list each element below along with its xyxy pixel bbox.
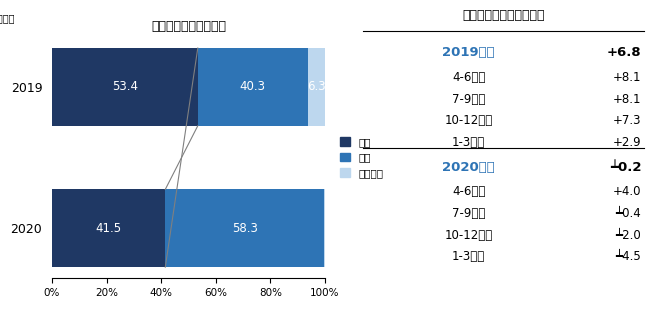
- Text: ┷0.2: ┷0.2: [610, 161, 641, 174]
- Text: ┷0.4: ┷0.4: [616, 207, 641, 220]
- Text: +8.1: +8.1: [613, 71, 641, 84]
- Text: 1-3月期: 1-3月期: [452, 136, 486, 149]
- Text: 10-12月期: 10-12月期: [445, 114, 493, 127]
- Bar: [308, 48, 325, 126]
- Text: 7-9月期: 7-9月期: [452, 93, 486, 106]
- Text: 41.5: 41.5: [96, 222, 122, 235]
- Text: 全産業売上高伸び率平均: 全産業売上高伸び率平均: [463, 9, 545, 22]
- Text: 53.4: 53.4: [112, 80, 138, 93]
- Text: +2.9: +2.9: [612, 136, 641, 149]
- Text: （年度）: （年度）: [0, 13, 16, 23]
- Bar: [52, 189, 165, 267]
- Bar: [52, 48, 198, 126]
- Text: 58.3: 58.3: [232, 222, 258, 235]
- Text: ┷2.0: ┷2.0: [616, 229, 641, 242]
- Text: +4.0: +4.0: [613, 185, 641, 198]
- Text: 4-6月期: 4-6月期: [452, 185, 486, 198]
- Bar: [165, 189, 324, 267]
- Text: 2020年度: 2020年度: [442, 161, 495, 174]
- Text: +6.8: +6.8: [606, 46, 641, 59]
- Text: +8.1: +8.1: [613, 93, 641, 106]
- Legend: 増収, 減収, 前期並み: 増収, 減収, 前期並み: [335, 133, 388, 182]
- Text: 7-9月期: 7-9月期: [452, 207, 486, 220]
- Text: 1-3月期: 1-3月期: [452, 250, 486, 263]
- Text: 4-6月期: 4-6月期: [452, 71, 486, 84]
- Bar: [198, 48, 308, 126]
- Text: 10-12月期: 10-12月期: [445, 229, 493, 242]
- Text: +7.3: +7.3: [613, 114, 641, 127]
- Text: 2019年度: 2019年度: [443, 46, 495, 59]
- Title: 売上高動向　企業割合: 売上高動向 企業割合: [151, 20, 226, 33]
- Text: 6.3: 6.3: [307, 80, 326, 93]
- Text: ┷4.5: ┷4.5: [616, 250, 641, 263]
- Text: 40.3: 40.3: [240, 80, 266, 93]
